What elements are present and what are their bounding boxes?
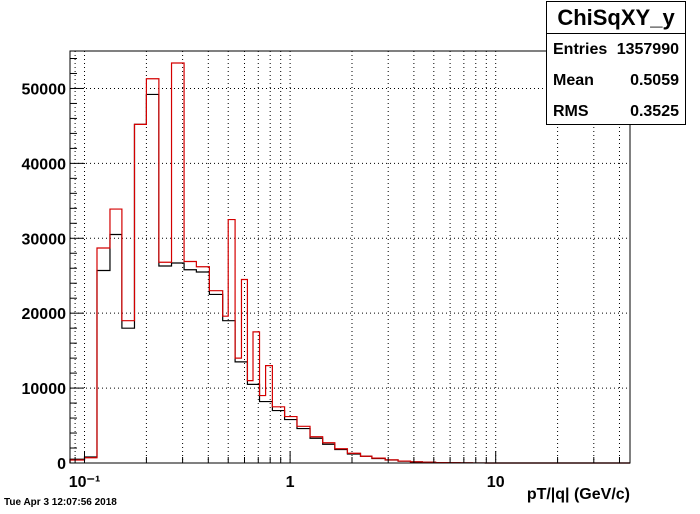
x-tick-label: 1 — [286, 474, 295, 491]
timestamp: Tue Apr 3 12:07:56 2018 — [4, 497, 117, 508]
stats-row-rms: RMS 0.3525 — [553, 97, 679, 127]
stats-rms-label: RMS — [553, 103, 589, 120]
stats-entries-value: 1357990 — [616, 41, 679, 58]
stats-rms-value: 0.3525 — [630, 103, 679, 120]
stats-entries-label: Entries — [553, 41, 608, 58]
stats-row-entries: Entries 1357990 — [553, 35, 679, 65]
y-tick-label: 0 — [57, 456, 66, 473]
stats-box: ChiSqXY_y Entries 1357990 Mean 0.5059 RM… — [546, 1, 686, 125]
stats-title: ChiSqXY_y — [547, 2, 685, 34]
stats-mean-value: 0.5059 — [630, 72, 679, 89]
y-tick-label: 20000 — [22, 306, 67, 323]
axes: 0 10000 20000 30000 40000 50000 10⁻¹ 1 10 — [22, 50, 631, 491]
plot-frame — [69, 50, 631, 464]
histogram-series-0 — [69, 93, 630, 464]
x-axis-label: pT/|q| (GeV/c) — [526, 486, 630, 503]
stats-mean-label: Mean — [553, 72, 594, 89]
grid-lines — [70, 51, 630, 463]
y-tick-label: 40000 — [22, 156, 67, 173]
x-tick-label: 10 — [487, 474, 505, 491]
y-tick-label: 30000 — [22, 231, 67, 248]
y-tick-label: 50000 — [22, 81, 67, 98]
stats-row-mean: Mean 0.5059 — [553, 66, 679, 96]
x-tick-label: 10⁻¹ — [69, 474, 101, 491]
y-tick-label: 10000 — [22, 381, 67, 398]
